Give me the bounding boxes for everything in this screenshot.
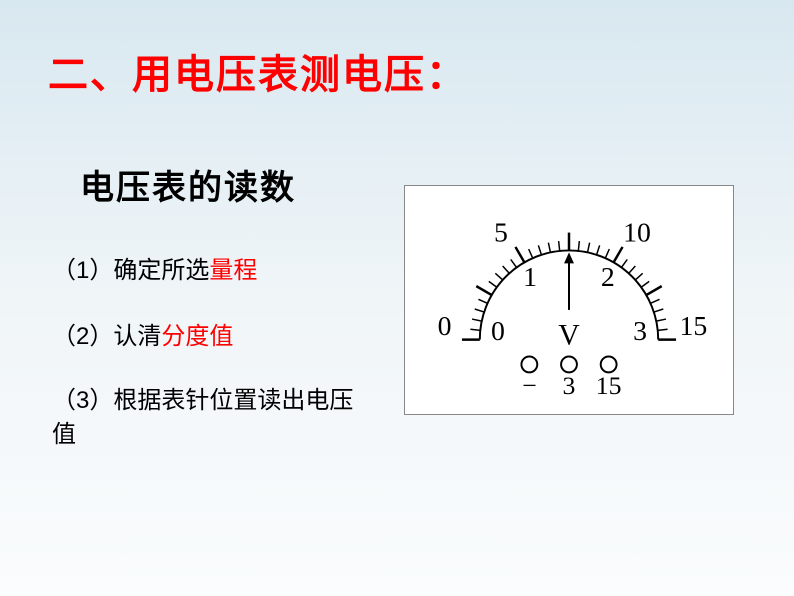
- svg-text:15: 15: [596, 371, 622, 400]
- svg-text:10: 10: [623, 217, 651, 248]
- point-1-prefix: （1）确定所选: [52, 257, 209, 284]
- point-2: （2）认清分度值: [52, 320, 233, 354]
- svg-text:2: 2: [601, 262, 615, 293]
- point-2-keyword: 分度值: [161, 323, 233, 350]
- svg-text:−: −: [522, 371, 537, 400]
- voltmeter-diagram: 0510150123V−315: [404, 185, 734, 415]
- subtitle: 电压表的读数: [80, 160, 296, 209]
- point-1: （1）确定所选量程: [52, 254, 257, 288]
- voltmeter-svg: 0510150123V−315: [405, 186, 733, 414]
- point-2-prefix: （2）认清: [52, 323, 161, 350]
- svg-text:3: 3: [563, 371, 576, 400]
- svg-text:15: 15: [680, 311, 708, 342]
- svg-text:0: 0: [438, 311, 452, 342]
- section-title: 二、用电压表测电压：: [48, 42, 468, 100]
- svg-text:3: 3: [633, 316, 647, 347]
- svg-text:1: 1: [523, 262, 537, 293]
- svg-text:0: 0: [491, 316, 505, 347]
- svg-text:5: 5: [494, 217, 508, 248]
- point-3: （3）根据表针位置读出电压值: [52, 384, 372, 451]
- point-1-keyword: 量程: [209, 257, 257, 284]
- svg-text:V: V: [558, 320, 580, 352]
